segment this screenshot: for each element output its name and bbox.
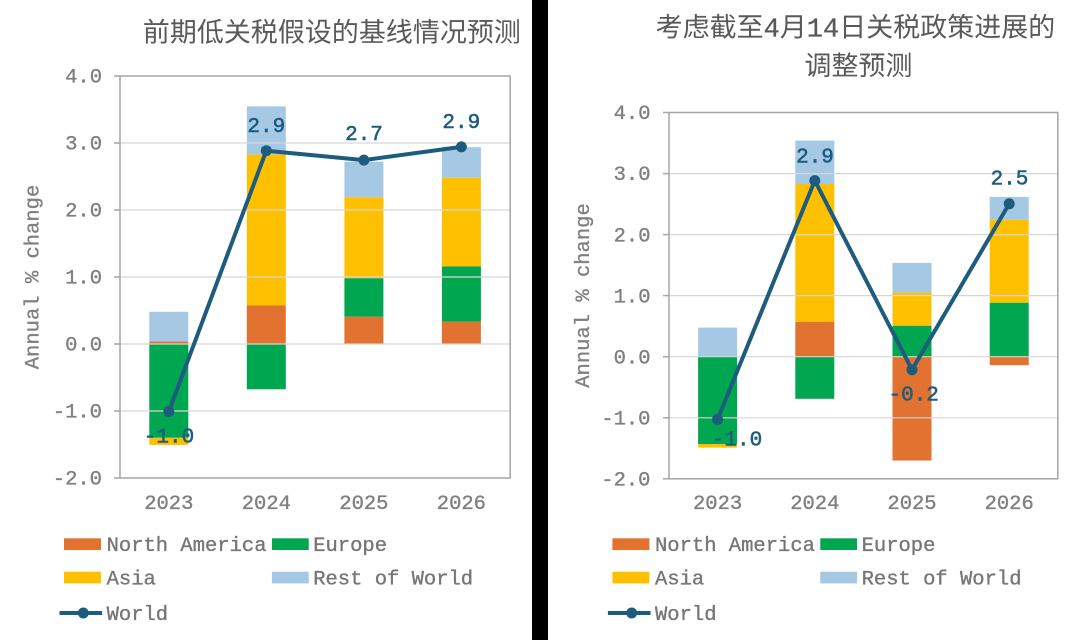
svg-text:North America: North America bbox=[107, 535, 267, 558]
svg-text:Rest of World: Rest of World bbox=[313, 569, 473, 592]
svg-text:2.5: 2.5 bbox=[991, 168, 1029, 191]
svg-text:4: 4 bbox=[764, 16, 780, 46]
svg-text:2.9: 2.9 bbox=[442, 112, 480, 135]
svg-text:2.7: 2.7 bbox=[345, 124, 383, 147]
svg-text:Asia: Asia bbox=[655, 569, 704, 592]
svg-text:Annual % change: Annual % change bbox=[23, 185, 46, 370]
svg-text:-2.0: -2.0 bbox=[601, 470, 650, 493]
svg-text:2025: 2025 bbox=[887, 493, 936, 516]
svg-text:-1.0: -1.0 bbox=[712, 430, 762, 453]
svg-text:Rest of World: Rest of World bbox=[862, 569, 1022, 592]
svg-text:-1.0: -1.0 bbox=[53, 402, 102, 425]
svg-text:-2.0: -2.0 bbox=[53, 469, 102, 492]
svg-text:2024: 2024 bbox=[242, 493, 291, 516]
svg-text:2.9: 2.9 bbox=[796, 147, 834, 170]
svg-text:Europe: Europe bbox=[313, 535, 387, 558]
svg-text:Europe: Europe bbox=[862, 535, 936, 558]
svg-text:North America: North America bbox=[655, 535, 815, 558]
svg-text:1: 1 bbox=[807, 16, 823, 46]
svg-text:1.0: 1.0 bbox=[614, 286, 651, 309]
svg-text:2.0: 2.0 bbox=[65, 201, 102, 224]
svg-text:4.0: 4.0 bbox=[614, 103, 651, 126]
svg-text:2.9: 2.9 bbox=[247, 116, 285, 139]
svg-text:2.0: 2.0 bbox=[614, 225, 651, 248]
svg-text:Annual % change: Annual % change bbox=[573, 203, 596, 388]
svg-text:0.0: 0.0 bbox=[65, 335, 102, 358]
svg-text:2023: 2023 bbox=[693, 493, 742, 516]
svg-text:2023: 2023 bbox=[144, 493, 193, 516]
svg-text:World: World bbox=[655, 604, 717, 627]
svg-text:1.0: 1.0 bbox=[65, 268, 102, 291]
svg-text:Asia: Asia bbox=[107, 569, 156, 592]
svg-text:4.0: 4.0 bbox=[65, 67, 102, 90]
svg-text:-1.0: -1.0 bbox=[601, 408, 650, 431]
svg-text:3.0: 3.0 bbox=[614, 164, 651, 187]
svg-text:2026: 2026 bbox=[437, 493, 486, 516]
svg-text:0.0: 0.0 bbox=[614, 347, 651, 370]
svg-text:4: 4 bbox=[823, 16, 839, 46]
svg-text:2024: 2024 bbox=[790, 493, 839, 516]
svg-text:2026: 2026 bbox=[985, 493, 1034, 516]
svg-text:-1.0: -1.0 bbox=[144, 427, 194, 450]
svg-text:2025: 2025 bbox=[339, 493, 388, 516]
svg-text:-0.2: -0.2 bbox=[888, 385, 938, 408]
svg-text:World: World bbox=[107, 604, 169, 627]
svg-text:3.0: 3.0 bbox=[65, 134, 102, 157]
